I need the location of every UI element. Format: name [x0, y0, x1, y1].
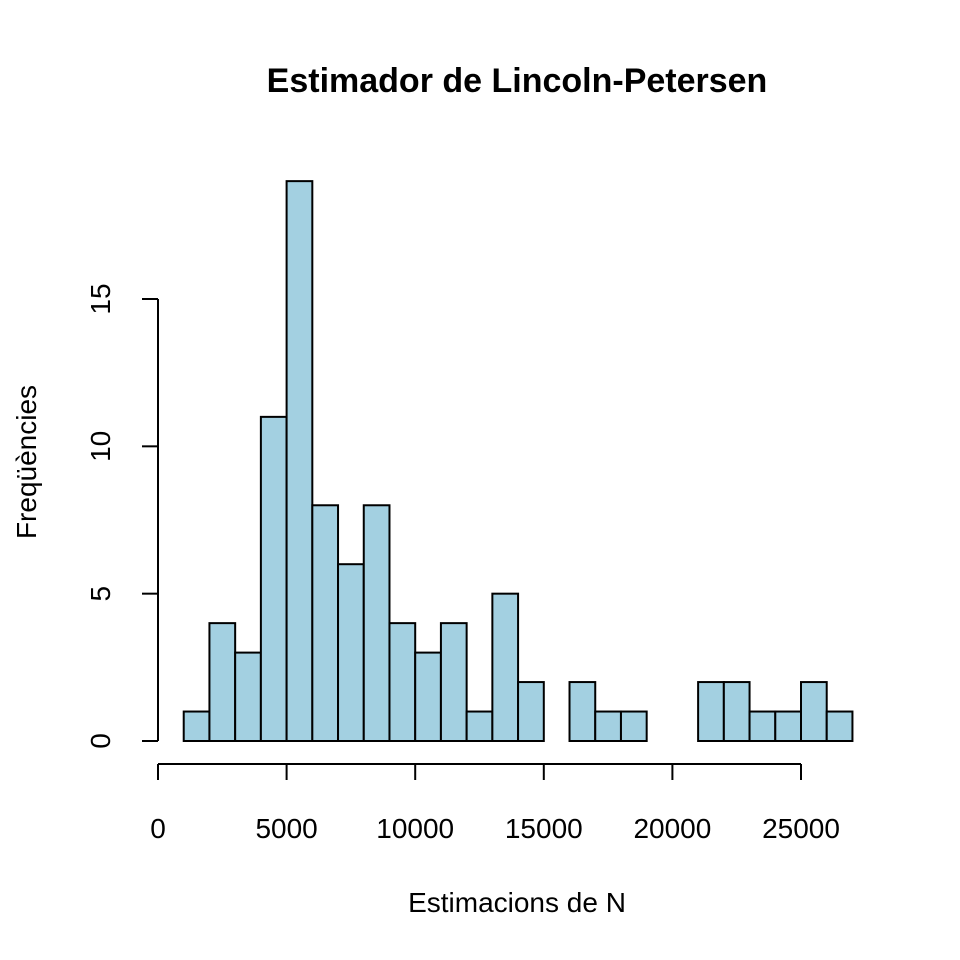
- histogram-bar: [362, 504, 391, 742]
- histogram-bar: [285, 180, 314, 742]
- x-tick-label: 0: [150, 813, 166, 844]
- histogram-bar: [208, 622, 237, 743]
- histogram-bar: [259, 415, 288, 742]
- x-tick-label: 20000: [633, 813, 711, 844]
- histogram-bar: [388, 622, 417, 743]
- histogram-bar: [748, 710, 777, 742]
- y-tick-label: 10: [85, 431, 116, 462]
- x-axis-label: Estimacions de N: [408, 887, 626, 918]
- histogram-bar: [722, 681, 751, 742]
- y-axis: 0 5 10 15: [85, 283, 159, 749]
- histogram-bar: [414, 651, 442, 742]
- histogram-bar: [774, 710, 803, 742]
- x-tick-label: 5000: [255, 813, 317, 844]
- histogram-bar: [800, 681, 828, 742]
- histogram-bar: [619, 710, 648, 742]
- histogram-bar: [311, 504, 340, 742]
- histogram-bar: [234, 651, 262, 742]
- bars-group: [182, 180, 854, 743]
- histogram-bar: [337, 563, 365, 743]
- chart-title: Estimador de Lincoln-Petersen: [267, 62, 768, 100]
- y-axis-label: Freqüències: [11, 385, 42, 539]
- histogram-bar: [825, 710, 854, 742]
- x-axis: 0 5000 10000 15000 20000 25000: [150, 763, 840, 844]
- histogram-bar: [517, 681, 545, 742]
- histogram-bar: [697, 681, 725, 742]
- y-tick-label: 15: [85, 283, 116, 314]
- y-tick-label: 5: [85, 586, 116, 602]
- histogram-bar: [568, 681, 597, 742]
- histogram-bar: [491, 592, 520, 743]
- histogram-bar: [439, 622, 468, 743]
- x-tick-label: 25000: [762, 813, 840, 844]
- y-tick-label: 0: [85, 733, 116, 749]
- histogram-bar: [465, 710, 494, 742]
- histogram-bar: [182, 710, 211, 742]
- x-tick-label: 15000: [505, 813, 583, 844]
- x-tick-label: 10000: [376, 813, 454, 844]
- histogram-bar: [594, 710, 622, 742]
